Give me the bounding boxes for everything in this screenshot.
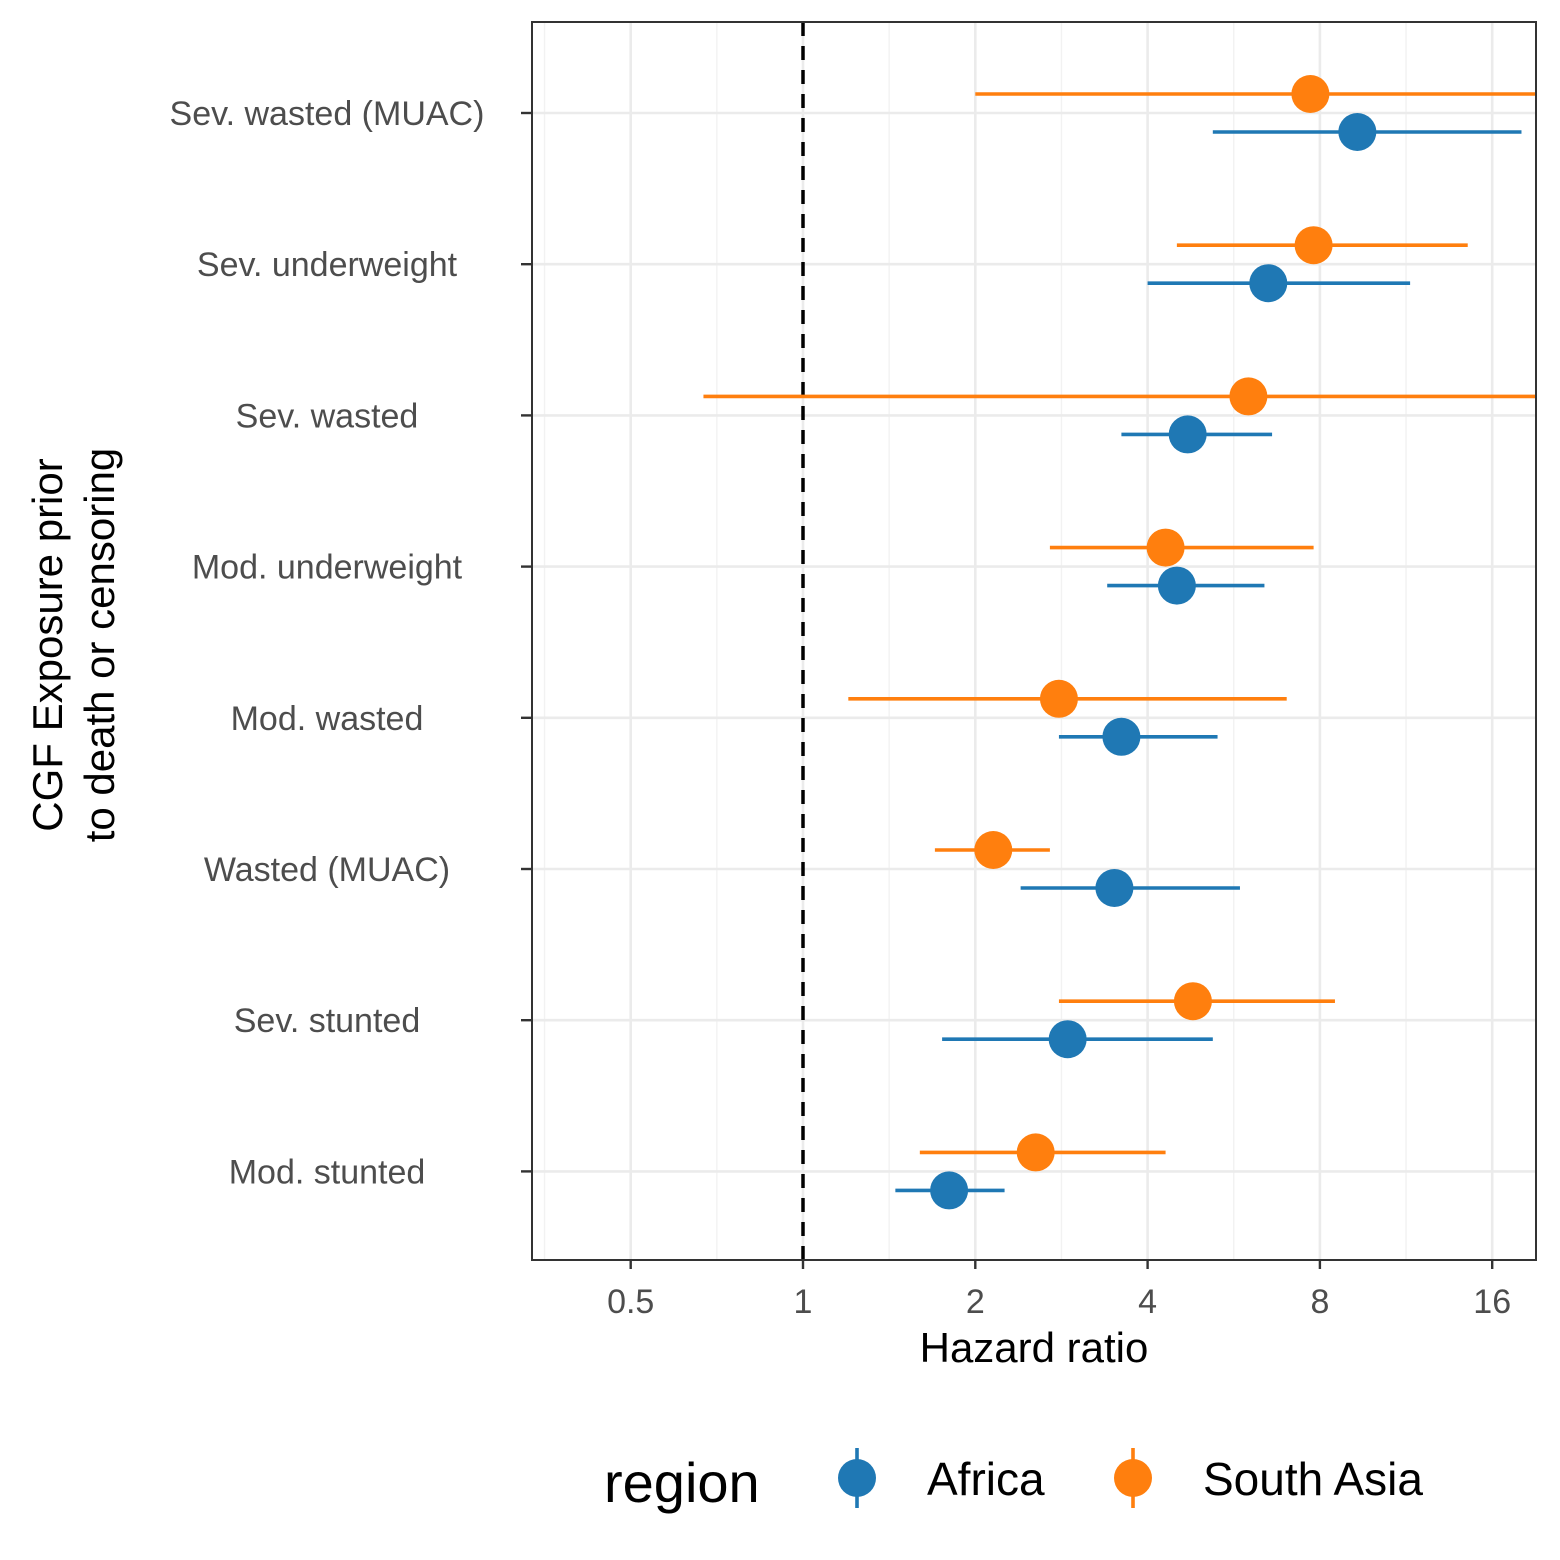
x-tick-label: 4 xyxy=(1138,1283,1157,1321)
data-point xyxy=(1146,528,1185,567)
series-africa xyxy=(895,113,1522,1210)
data-point xyxy=(930,1171,969,1210)
data-point xyxy=(1249,264,1288,303)
x-tick-label: 8 xyxy=(1310,1283,1329,1321)
legend-entry-africa: Africa xyxy=(838,1448,1045,1508)
legend-label: South Asia xyxy=(1203,1453,1423,1505)
legend-entry-south-asia: South Asia xyxy=(1114,1448,1423,1508)
data-point xyxy=(1157,566,1196,605)
data-point xyxy=(1168,415,1207,454)
legend-title: region xyxy=(604,1451,760,1514)
data-layer xyxy=(703,75,1536,1210)
data-point xyxy=(1095,869,1134,907)
data-point xyxy=(1291,75,1330,113)
plot-panel-border xyxy=(531,21,1537,1261)
y-axis-title-line-1: CGF Exposure prior xyxy=(24,458,71,831)
legend-key-point xyxy=(838,1459,876,1497)
grid-lines xyxy=(532,22,1536,1260)
data-point xyxy=(1048,1020,1087,1059)
y-tick-label: Wasted (MUAC) xyxy=(204,851,450,889)
data-point xyxy=(1039,679,1078,718)
y-tick-label: Sev. wasted xyxy=(236,397,419,435)
data-point xyxy=(1294,226,1333,265)
y-tick-label: Mod. wasted xyxy=(231,700,424,738)
y-tick-label: Mod. underweight xyxy=(192,549,463,587)
x-axis-title: Hazard ratio xyxy=(920,1324,1149,1371)
x-tick-label: 1 xyxy=(794,1283,813,1321)
data-point xyxy=(1173,982,1212,1021)
legend-key-point xyxy=(1114,1459,1152,1497)
data-point xyxy=(974,831,1013,869)
y-axis-title-line-2: to death or censoring xyxy=(76,448,123,843)
x-tick-label: 0.5 xyxy=(607,1283,654,1321)
legend-label: Africa xyxy=(927,1453,1045,1505)
legend: region Africa South Asia xyxy=(604,1448,1423,1514)
x-tick-label: 2 xyxy=(966,1283,985,1321)
series-south-asia xyxy=(703,75,1536,1172)
y-axis-title: CGF Exposure prior xyxy=(24,458,71,831)
data-point xyxy=(1229,377,1268,416)
y-axis: Sev. wasted (MUAC) Sev. underweight Sev. w… xyxy=(170,95,532,1191)
y-axis-title-line-2-wrap: to death or censoring xyxy=(76,448,123,843)
data-point xyxy=(1016,1133,1055,1172)
x-tick-label: 16 xyxy=(1473,1283,1511,1321)
plot-panel-background xyxy=(532,22,1536,1260)
data-point xyxy=(1102,717,1141,756)
y-tick-label: Sev. stunted xyxy=(234,1002,421,1040)
x-axis: 0.5 1 2 4 8 16 xyxy=(607,1260,1511,1321)
y-tick-label: Sev. underweight xyxy=(197,246,458,284)
y-tick-label: Mod. stunted xyxy=(229,1153,426,1191)
y-tick-label: Sev. wasted (MUAC) xyxy=(170,95,485,133)
data-point xyxy=(1338,113,1377,151)
